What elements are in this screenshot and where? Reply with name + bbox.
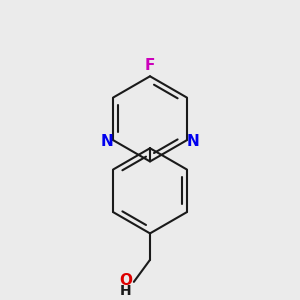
- Text: N: N: [100, 134, 113, 149]
- Text: O: O: [119, 273, 132, 288]
- Text: H: H: [120, 284, 131, 298]
- Text: F: F: [145, 58, 155, 73]
- Text: N: N: [187, 134, 200, 149]
